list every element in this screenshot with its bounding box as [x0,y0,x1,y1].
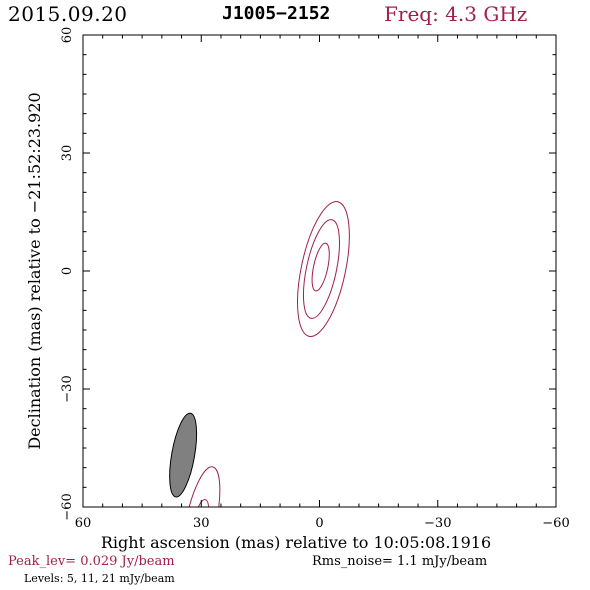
x-axis-label: Right ascension (mas) relative to 10:05:… [101,533,491,552]
y-axis-label: Declination (mas) relative to −21:52:23.… [25,92,44,449]
source-name: J1005−2152 [222,3,331,24]
x-tick-label: 60 [75,516,92,531]
contour-layer [169,201,350,507]
plot-frame [82,34,557,508]
x-tick-label: −60 [542,516,569,531]
contour-11-mjy [302,219,340,319]
y-tick-label: 30 [60,145,75,162]
y-tick-label: −60 [60,493,75,520]
contour-21-mjy [311,242,330,292]
peak-level: Peak_lev= 0.029 Jy/beam [8,554,175,569]
frequency-label: Freq: 4.3 GHz [384,2,528,26]
x-tick-label: 30 [193,516,210,531]
tick-layer: 60 30 0 −30 −60 −60 −30 0 30 60 [60,27,570,531]
x-tick-label: −30 [424,516,451,531]
rms-noise: Rms_noise= 1.1 mJy/beam [312,554,488,569]
sidelobe-contour-11-mjy [193,499,210,507]
observation-date: 2015.09.20 [8,2,128,26]
y-tick-label: 0 [60,267,75,275]
contour-5-mjy [297,201,350,338]
beam-ellipse [169,412,198,498]
y-tick-label: 60 [60,27,75,44]
sidelobe-contour-5-mjy [182,466,221,507]
x-tick-label: 0 [315,516,323,531]
y-tick-label: −30 [60,375,75,402]
contour-levels: Levels: 5, 11, 21 mJy/beam [24,572,175,585]
